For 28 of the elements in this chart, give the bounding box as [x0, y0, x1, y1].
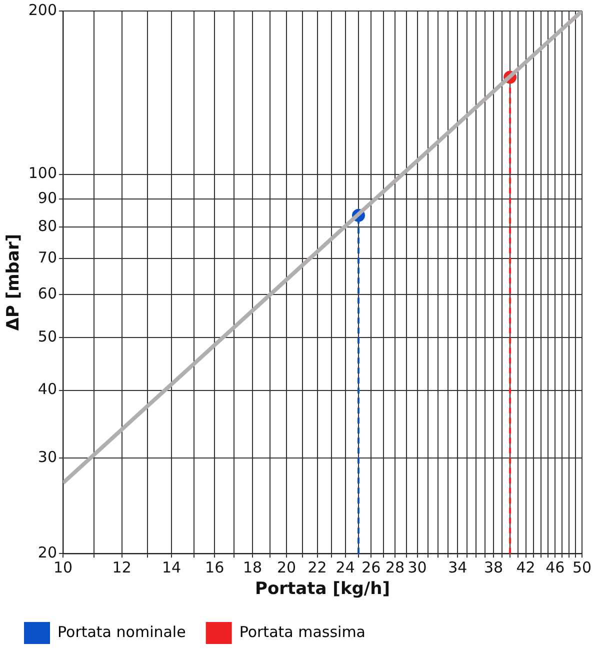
- y-tick-label: 40: [38, 380, 58, 398]
- x-tick-label: 14: [162, 558, 182, 576]
- y-tick-label: 90: [38, 189, 58, 208]
- y-axis-title: ΔP [mbar]: [4, 234, 24, 331]
- y-tick-label: 80: [38, 216, 58, 235]
- x-tick-label: 12: [112, 558, 132, 576]
- x-tick-label: 38: [484, 558, 504, 576]
- x-tick-label: 34: [448, 558, 468, 576]
- y-tick-label: 50: [38, 328, 58, 346]
- legend-label: Portata nominale: [58, 622, 186, 641]
- x-tick-label: 30: [408, 558, 427, 576]
- x-tick-label: 42: [516, 558, 536, 576]
- x-tick-label: 20: [276, 558, 296, 576]
- x-tick-label: 24: [336, 558, 355, 576]
- y-tick-label: 100: [28, 164, 58, 182]
- x-tick-label: 28: [385, 558, 405, 576]
- y-tick-label: 30: [38, 448, 58, 466]
- x-tick-label: 46: [546, 558, 565, 576]
- x-tick-label: 18: [243, 558, 262, 576]
- x-tick-label: 16: [205, 558, 224, 576]
- x-tick-label: 22: [308, 558, 327, 576]
- legend-label: Portata massima: [239, 622, 366, 641]
- y-tick-label: 70: [38, 248, 58, 266]
- x-axis-title: Portata [kg/h]: [255, 579, 390, 600]
- y-tick-label: 200: [28, 0, 58, 19]
- y-tick-label: 60: [38, 284, 58, 303]
- x-tick-label: 50: [572, 558, 592, 576]
- x-tick-label: 26: [362, 558, 381, 576]
